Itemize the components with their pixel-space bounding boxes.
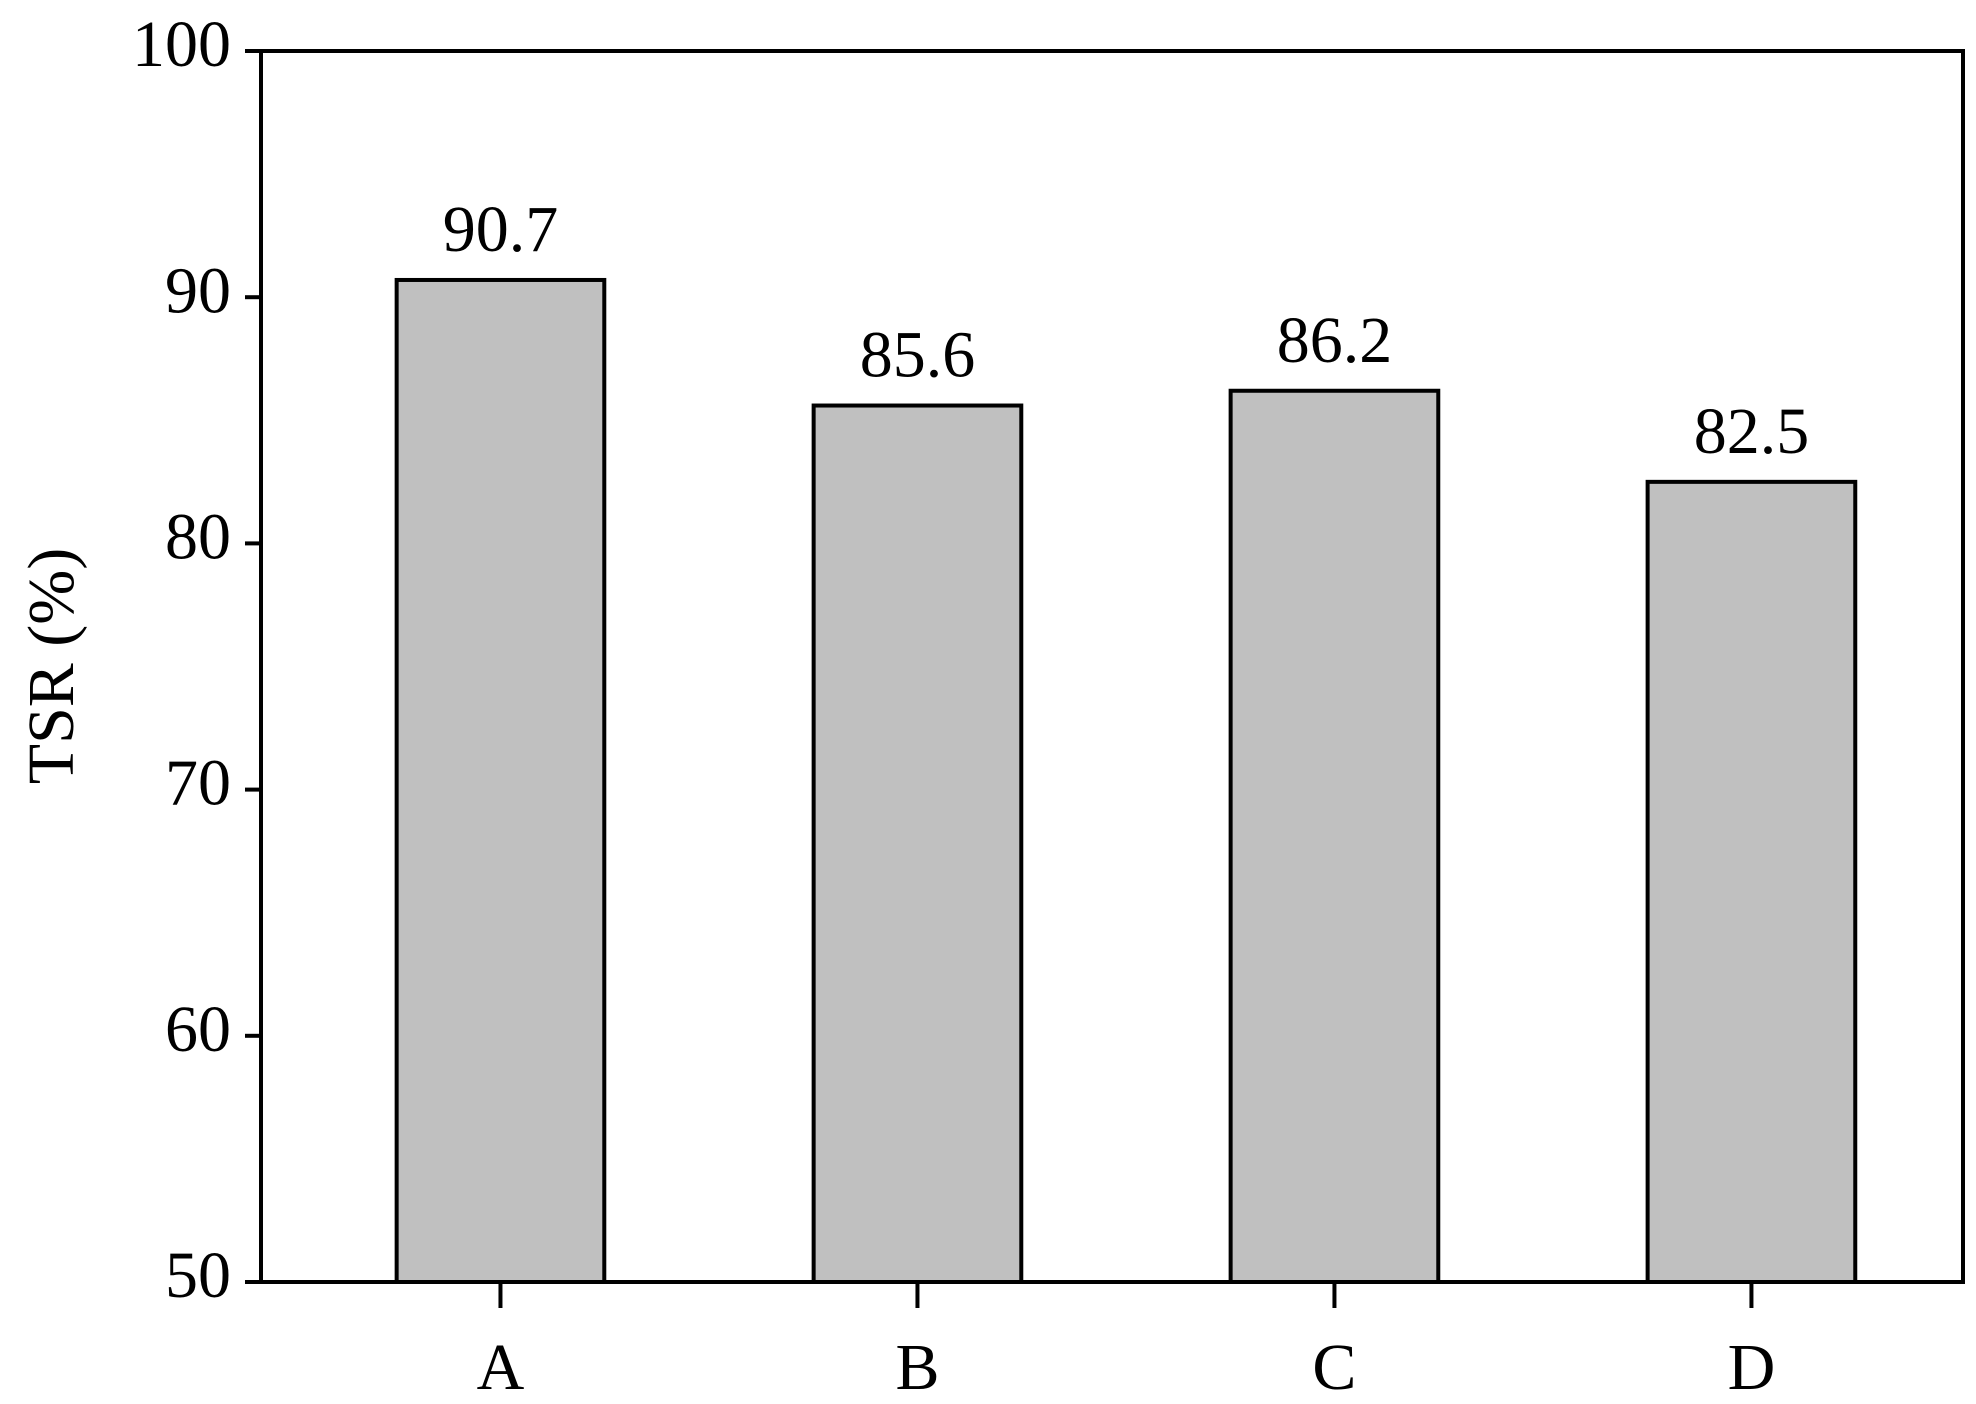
value-label: 85.6 — [860, 319, 976, 392]
bar — [1228, 388, 1441, 1285]
value-label: 86.2 — [1277, 304, 1393, 377]
plot-frame — [259, 49, 1965, 1284]
y-axis-label: TSR (%) — [15, 548, 88, 784]
y-tick-label: 100 — [132, 8, 231, 81]
y-tick-label: 70 — [165, 747, 231, 820]
y-tick-label: 80 — [165, 501, 231, 574]
y-tick-label: 90 — [165, 254, 231, 327]
x-tick-label: D — [1728, 1331, 1776, 1404]
x-tick-label: C — [1312, 1331, 1356, 1404]
x-tick-label: B — [895, 1331, 939, 1404]
y-tick-label: 60 — [165, 993, 231, 1066]
y-tick-label: 50 — [165, 1239, 231, 1312]
bar — [1645, 479, 1858, 1285]
bar — [394, 277, 607, 1284]
value-label: 90.7 — [443, 193, 559, 266]
value-label: 82.5 — [1694, 395, 1810, 468]
x-tick-label: A — [477, 1331, 525, 1404]
bar — [811, 403, 1024, 1284]
